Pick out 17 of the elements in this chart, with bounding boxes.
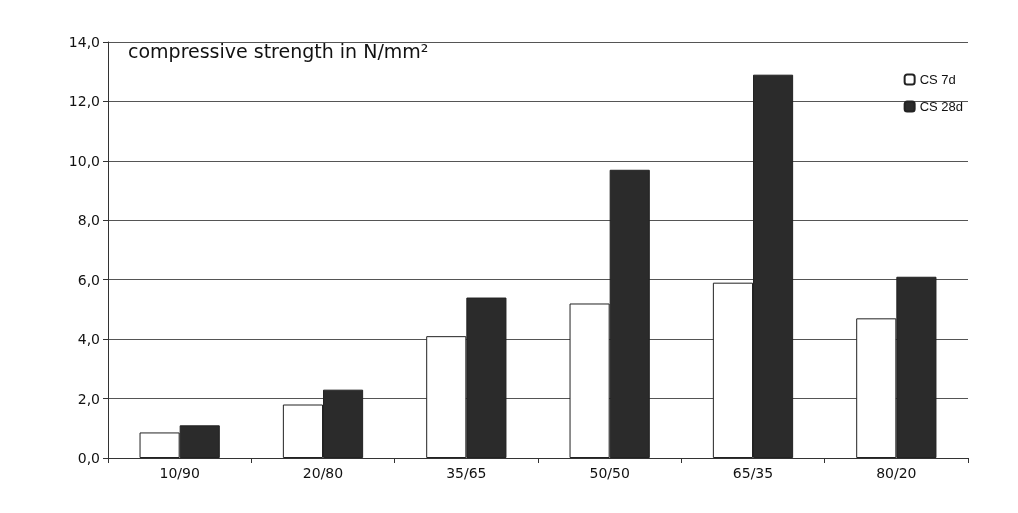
y-tick-label: 4,0 bbox=[77, 331, 100, 348]
legend-label: CS 28d bbox=[919, 99, 964, 114]
x-tick-label: 65/35 bbox=[732, 465, 774, 481]
y-tick-label: 8,0 bbox=[77, 212, 100, 229]
y-tick-label: 14,0 bbox=[68, 34, 100, 50]
x-tick-label: 35/65 bbox=[446, 465, 487, 481]
legend-label: CS 7d bbox=[919, 72, 956, 87]
x-tick-label: 20/80 bbox=[302, 465, 344, 481]
x-tick-label: 50/50 bbox=[589, 465, 630, 481]
y-tick-label: 10,0 bbox=[68, 152, 100, 169]
chart-title: compressive strength in N/mm² bbox=[128, 39, 429, 62]
x-tick-label: 10/90 bbox=[159, 465, 200, 481]
y-tick-label: 12,0 bbox=[68, 93, 100, 110]
y-tick-label: 0,0 bbox=[77, 450, 100, 466]
y-tick-label: 6,0 bbox=[77, 271, 100, 288]
x-tick-label: 80/20 bbox=[876, 465, 917, 481]
y-tick-label: 2,0 bbox=[77, 390, 100, 407]
